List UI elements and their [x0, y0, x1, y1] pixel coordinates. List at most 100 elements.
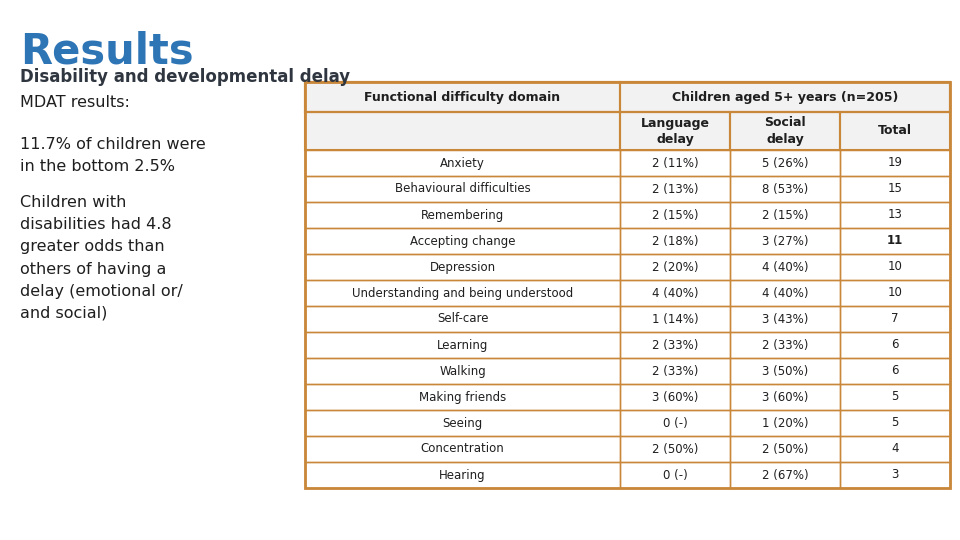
- Bar: [305, 228, 620, 254]
- Bar: [730, 112, 840, 150]
- Bar: [730, 150, 840, 176]
- Bar: [620, 436, 730, 462]
- Bar: [305, 254, 950, 280]
- Bar: [620, 306, 730, 332]
- Text: Total: Total: [878, 125, 912, 138]
- Bar: [620, 228, 730, 254]
- Text: 10: 10: [888, 287, 902, 300]
- Bar: [305, 384, 620, 410]
- Bar: [620, 384, 730, 410]
- Bar: [620, 410, 730, 436]
- Text: Social
delay: Social delay: [764, 117, 805, 145]
- Bar: [840, 112, 950, 150]
- Bar: [730, 254, 840, 280]
- Text: 4 (40%): 4 (40%): [761, 260, 808, 273]
- Text: Children aged 5+ years (n=205): Children aged 5+ years (n=205): [672, 91, 899, 104]
- Text: Walking: Walking: [439, 364, 486, 377]
- Bar: [305, 112, 950, 150]
- Bar: [840, 384, 950, 410]
- Text: 3: 3: [891, 469, 899, 482]
- Bar: [840, 358, 950, 384]
- Bar: [305, 306, 620, 332]
- Text: 2 (11%): 2 (11%): [652, 157, 698, 170]
- Text: 7: 7: [891, 313, 899, 326]
- Bar: [620, 202, 730, 228]
- Bar: [305, 436, 620, 462]
- Text: 2 (18%): 2 (18%): [652, 234, 698, 247]
- Bar: [305, 332, 950, 358]
- Text: 3 (27%): 3 (27%): [761, 234, 808, 247]
- Text: MDAT results:: MDAT results:: [20, 95, 130, 110]
- Bar: [730, 358, 840, 384]
- Text: 2 (15%): 2 (15%): [652, 208, 698, 221]
- Bar: [620, 82, 950, 112]
- Text: Accepting change: Accepting change: [410, 234, 516, 247]
- Text: Depression: Depression: [429, 260, 495, 273]
- Bar: [840, 332, 950, 358]
- Text: 2 (50%): 2 (50%): [652, 442, 698, 456]
- Text: 2 (67%): 2 (67%): [761, 469, 808, 482]
- Bar: [305, 112, 620, 150]
- Bar: [305, 202, 620, 228]
- Bar: [620, 332, 730, 358]
- Bar: [305, 82, 950, 112]
- Bar: [305, 82, 950, 112]
- Bar: [305, 358, 620, 384]
- Bar: [305, 410, 620, 436]
- Text: 5: 5: [891, 416, 899, 429]
- Bar: [620, 150, 730, 176]
- Bar: [730, 228, 840, 254]
- Text: 0 (-): 0 (-): [662, 416, 687, 429]
- Text: 19: 19: [887, 157, 902, 170]
- Bar: [305, 462, 620, 488]
- Text: 2 (33%): 2 (33%): [762, 339, 808, 352]
- Bar: [305, 176, 950, 202]
- Bar: [840, 254, 950, 280]
- Bar: [730, 436, 840, 462]
- Text: 6: 6: [891, 339, 899, 352]
- Text: 4 (40%): 4 (40%): [761, 287, 808, 300]
- Text: 3 (60%): 3 (60%): [762, 390, 808, 403]
- Text: Children with
disabilities had 4.8
greater odds than
others of having a
delay (e: Children with disabilities had 4.8 great…: [20, 195, 182, 321]
- Text: 15: 15: [888, 183, 902, 195]
- Bar: [305, 82, 950, 488]
- Text: Remembering: Remembering: [420, 208, 504, 221]
- Text: Hearing: Hearing: [439, 469, 486, 482]
- Text: 1 (20%): 1 (20%): [761, 416, 808, 429]
- Bar: [305, 358, 950, 384]
- Bar: [305, 384, 950, 410]
- Bar: [840, 436, 950, 462]
- Text: Behavioural difficulties: Behavioural difficulties: [395, 183, 530, 195]
- Text: 4 (40%): 4 (40%): [652, 287, 698, 300]
- Text: 1 (14%): 1 (14%): [652, 313, 698, 326]
- Bar: [840, 280, 950, 306]
- Bar: [730, 384, 840, 410]
- Text: Results: Results: [20, 30, 194, 72]
- Bar: [840, 228, 950, 254]
- Text: Self-care: Self-care: [437, 313, 489, 326]
- Bar: [305, 332, 620, 358]
- Text: 8 (53%): 8 (53%): [762, 183, 808, 195]
- Text: 5: 5: [891, 390, 899, 403]
- Bar: [730, 202, 840, 228]
- Bar: [730, 332, 840, 358]
- Text: 2 (50%): 2 (50%): [762, 442, 808, 456]
- Text: 11.7% of children were
in the bottom 2.5%: 11.7% of children were in the bottom 2.5…: [20, 137, 205, 174]
- Bar: [730, 306, 840, 332]
- Bar: [840, 176, 950, 202]
- Text: 2 (33%): 2 (33%): [652, 364, 698, 377]
- Bar: [620, 280, 730, 306]
- Text: 3 (50%): 3 (50%): [762, 364, 808, 377]
- Text: Understanding and being understood: Understanding and being understood: [352, 287, 573, 300]
- Text: Disability and developmental delay: Disability and developmental delay: [20, 68, 350, 86]
- Text: Concentration: Concentration: [420, 442, 504, 456]
- Bar: [305, 82, 620, 112]
- Text: 13: 13: [888, 208, 902, 221]
- Bar: [840, 306, 950, 332]
- Bar: [305, 150, 620, 176]
- Bar: [305, 228, 950, 254]
- Text: 6: 6: [891, 364, 899, 377]
- Bar: [305, 410, 950, 436]
- Bar: [840, 202, 950, 228]
- Text: 3 (43%): 3 (43%): [762, 313, 808, 326]
